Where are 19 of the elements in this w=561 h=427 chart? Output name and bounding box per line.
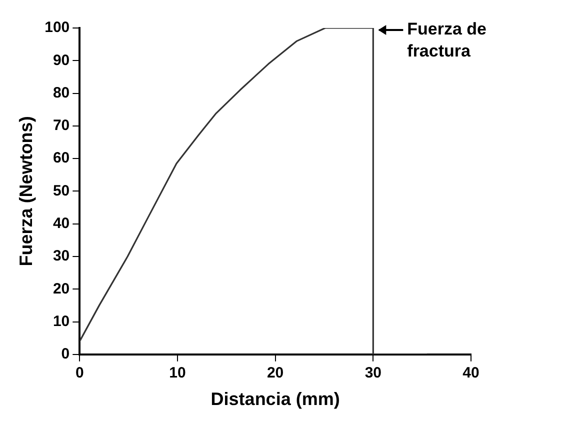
y-tick-label: 80 [52, 84, 70, 102]
x-tick-label: 0 [75, 364, 84, 382]
annotation: Fuerza de fractura [407, 20, 487, 61]
y-tick-label: 30 [52, 248, 70, 265]
x-tick-label: 40 [462, 364, 480, 382]
y-tick-label: 100 [44, 19, 70, 36]
y-tick-label: 70 [52, 117, 70, 134]
y-tick-label: 10 [52, 312, 70, 330]
y-tick-label: 90 [52, 52, 70, 69]
y-tick-label: 0 [61, 346, 70, 363]
y-tick-label: 40 [52, 214, 70, 232]
x-tick-label: 30 [364, 364, 382, 382]
y-tick-label: 60 [52, 150, 70, 167]
x-axis-title: Distancia (mm) [210, 389, 340, 410]
x-tick-label: 10 [169, 364, 186, 382]
y-tick-label: 20 [52, 280, 70, 298]
y-axis-title: Fuerza (Newtons) [16, 116, 36, 266]
x-tick-label: 20 [266, 364, 284, 382]
y-tick-label: 50 [52, 182, 70, 200]
